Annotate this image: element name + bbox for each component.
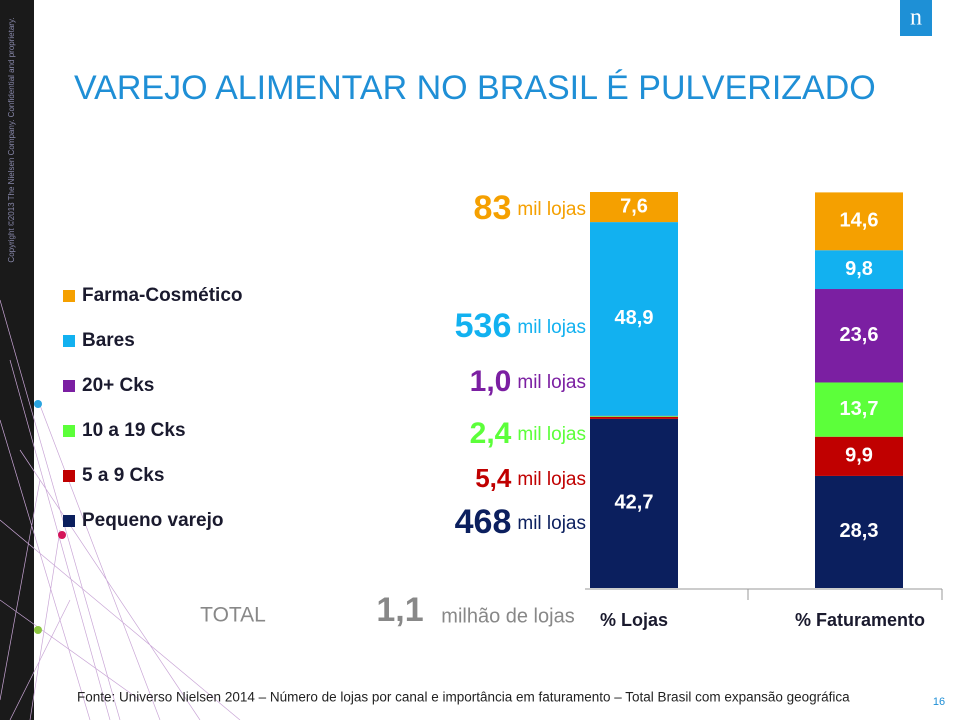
store-count: 468 mil lojas: [455, 503, 586, 541]
count-number: 2,4: [470, 417, 512, 450]
legend-swatch: [63, 335, 75, 347]
data-label: 28,3: [840, 520, 879, 542]
data-label: 13,7: [840, 398, 879, 420]
legend-swatch: [63, 425, 75, 437]
data-label: 42,7: [615, 492, 654, 514]
data-label: 7,6: [620, 195, 648, 217]
bar-segment: [590, 418, 678, 588]
page-number: 16: [933, 696, 945, 708]
dot: [58, 531, 66, 539]
store-count: 5,4 mil lojas: [475, 463, 586, 493]
decoration: [0, 299, 241, 720]
count-number: 536: [455, 307, 512, 345]
count-unit: mil lojas: [517, 469, 586, 490]
bar-segment: [815, 475, 903, 588]
legend-label: 10 a 19 Cks: [82, 420, 186, 441]
count-number: 468: [455, 503, 512, 541]
store-count: 1,0 mil lojas: [470, 365, 586, 398]
legend-swatch: [63, 290, 75, 302]
bar-segment: [815, 382, 903, 437]
data-label: 14,6: [840, 210, 879, 232]
bar-segment: [590, 192, 678, 223]
store-count: 2,4 mil lojas: [470, 417, 586, 450]
source: Fonte: Universo Nielsen 2014 – Número de…: [77, 690, 850, 705]
dot: [34, 400, 42, 408]
legend-swatch: [63, 515, 75, 527]
legend-label: Farma-Cosmético: [82, 285, 243, 306]
total-number: 1,1: [376, 591, 423, 629]
bar-segment: [590, 416, 678, 419]
count-number: 1,0: [470, 365, 512, 398]
store-count: 83 mil lojas: [474, 189, 586, 227]
total-label: TOTAL: [200, 604, 266, 627]
legend-label: Pequeno varejo: [82, 510, 224, 531]
count-unit: mil lojas: [517, 424, 586, 445]
bar-segment: [815, 250, 903, 290]
logo: n: [910, 5, 922, 31]
count-number: 5,4: [475, 463, 512, 493]
store-count: 536 mil lojas: [455, 307, 586, 345]
data-label: 9,8: [845, 258, 873, 280]
data-label: 23,6: [840, 324, 879, 346]
logo-box: [900, 0, 932, 36]
x-tick-label: % Faturamento: [795, 610, 925, 630]
total-unit: milhão de lojas: [441, 605, 574, 627]
x-tick-label: % Lojas: [600, 610, 668, 630]
count-unit: mil lojas: [517, 372, 586, 393]
legend-swatch: [63, 470, 75, 482]
bar-segment: [815, 289, 903, 383]
count-number: 83: [474, 189, 512, 227]
legend-swatch: [63, 380, 75, 392]
dot: [34, 626, 42, 634]
legend-label: 5 a 9 Cks: [82, 465, 164, 486]
legend-label: 20+ Cks: [82, 375, 154, 396]
bar-segment: [815, 436, 903, 476]
data-label: 48,9: [615, 307, 654, 329]
copyright: Copyright ©2013 The Nielsen Company. Con…: [7, 17, 16, 262]
chart-title: VAREJO ALIMENTAR NO BRASIL É PULVERIZADO: [74, 69, 876, 107]
legend-label: Bares: [82, 330, 135, 351]
bar-segment: [815, 192, 903, 251]
count-unit: mil lojas: [517, 199, 586, 220]
bar-segment: [590, 416, 678, 417]
count-unit: mil lojas: [517, 513, 586, 534]
data-label: 9,9: [845, 445, 873, 467]
bar-segment: [590, 222, 678, 416]
count-unit: mil lojas: [517, 317, 586, 338]
